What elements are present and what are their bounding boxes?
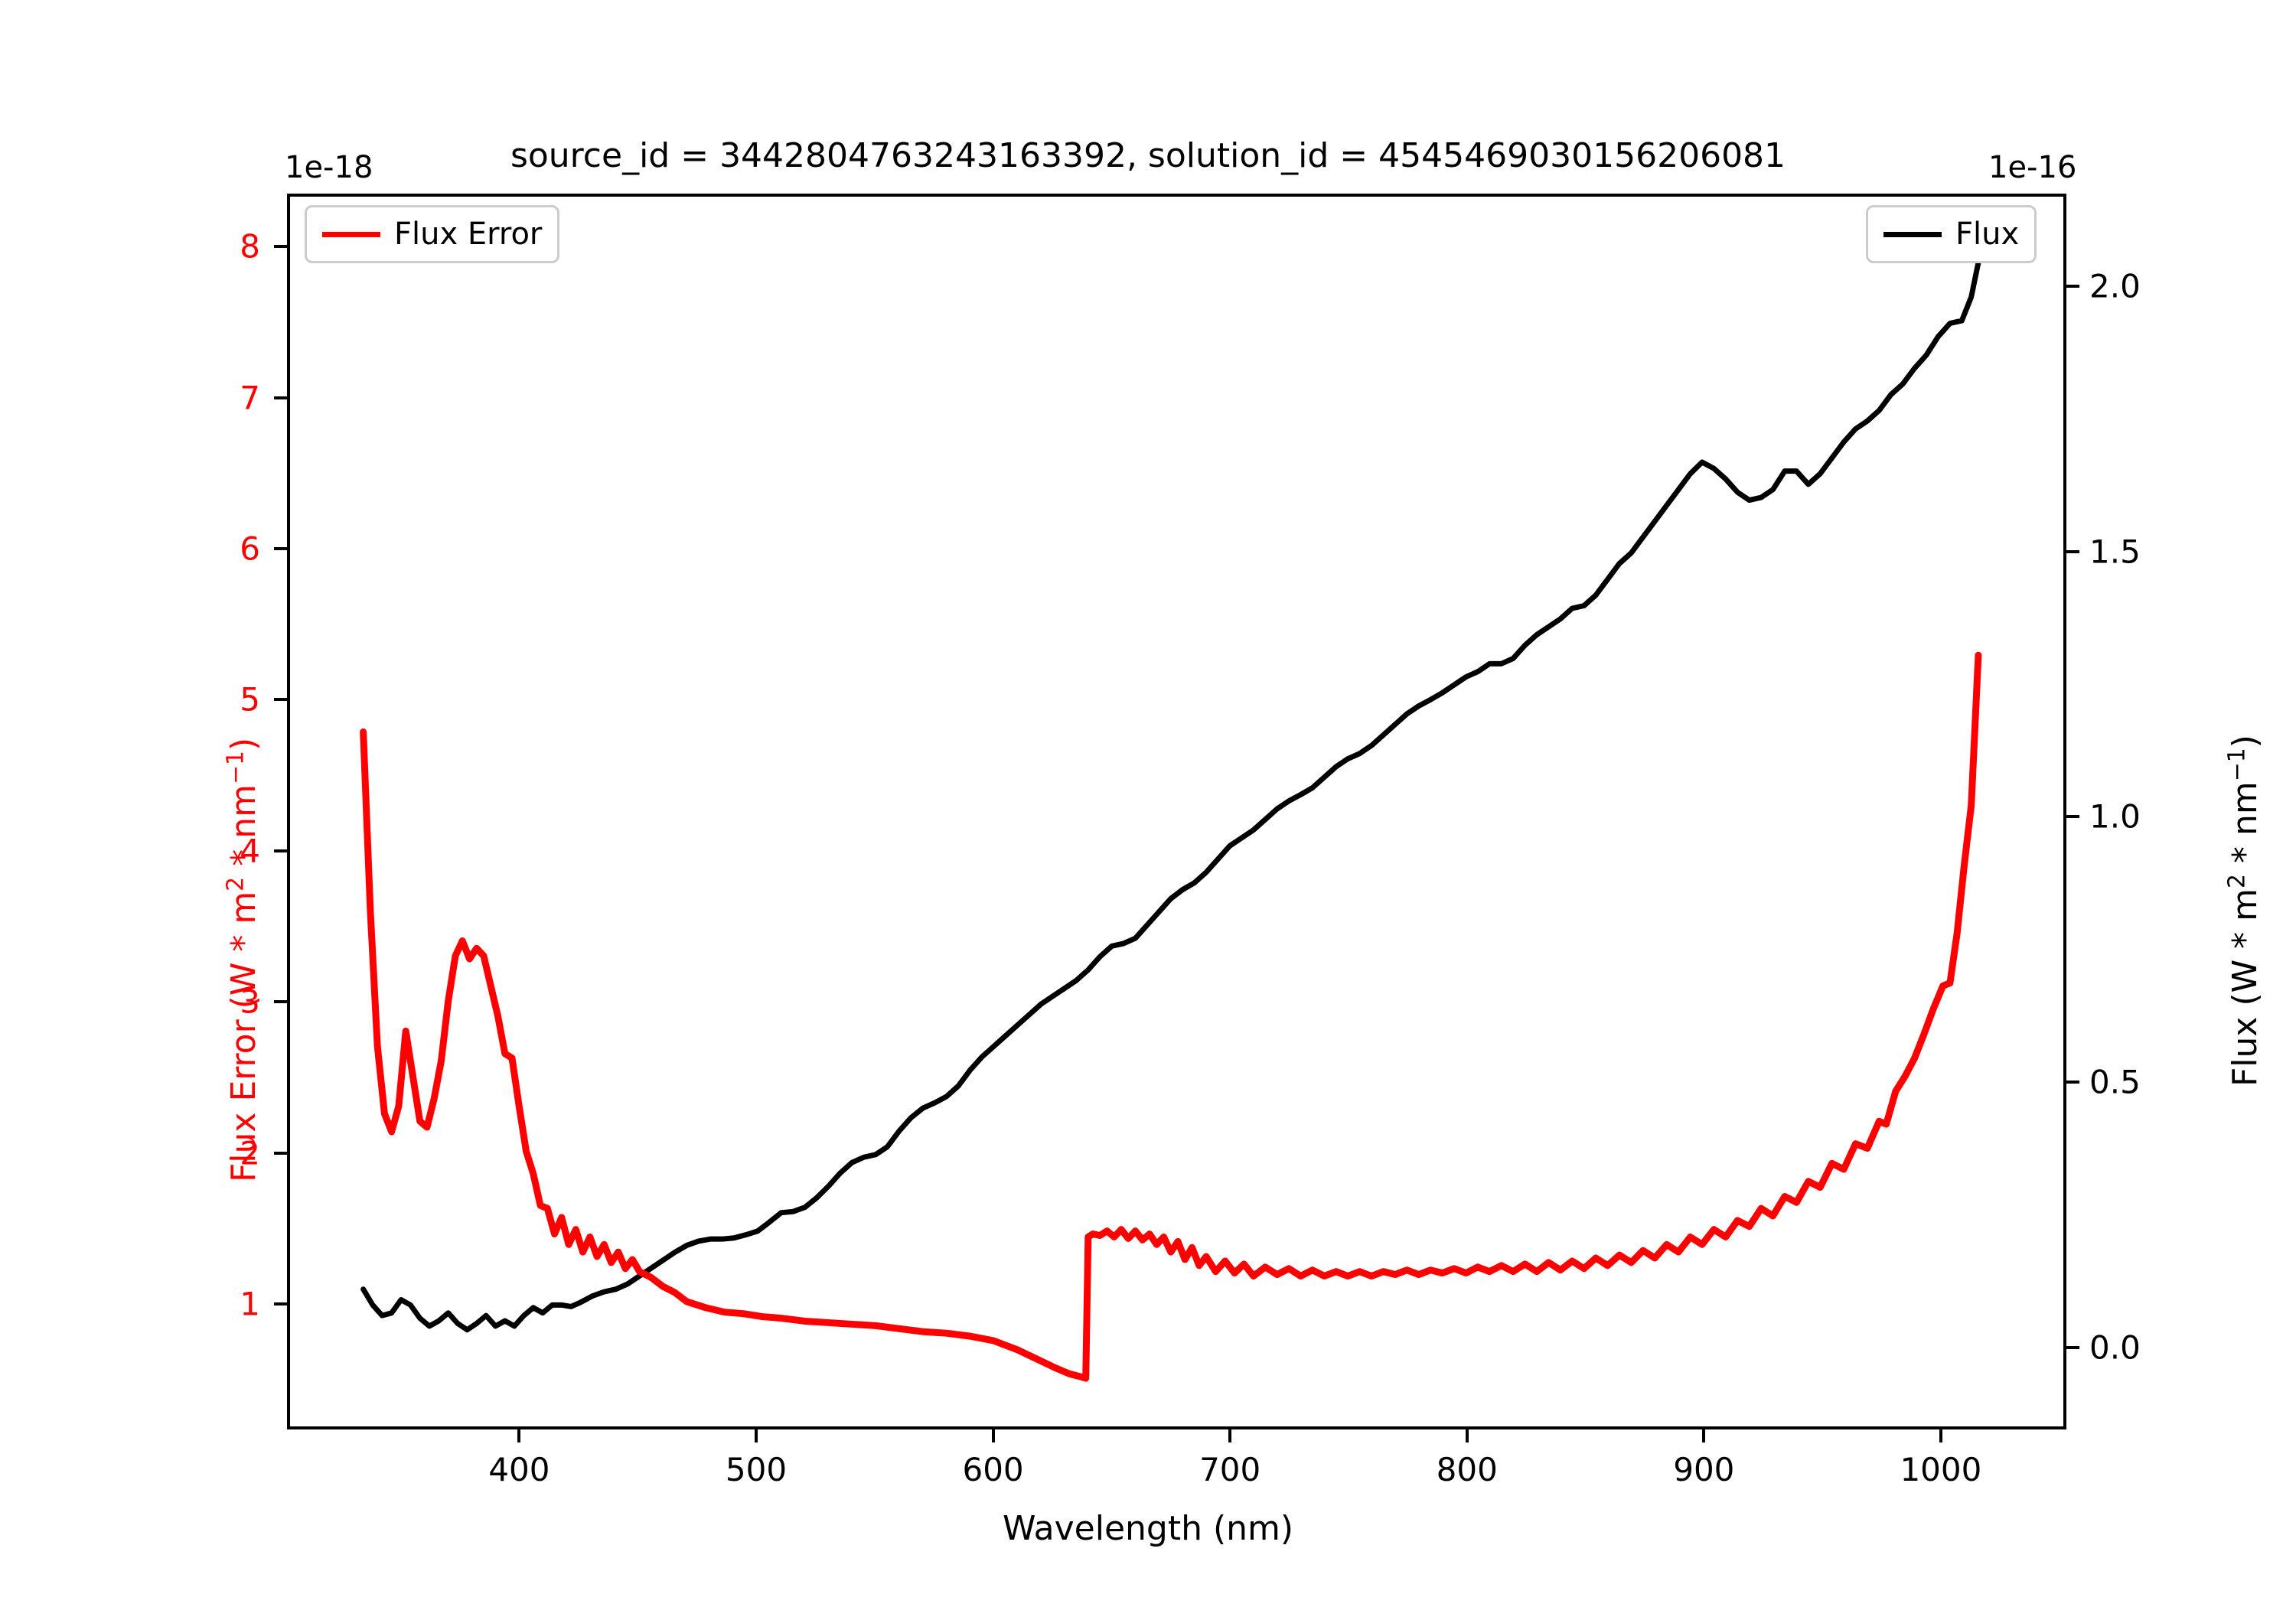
y-left-label-text: Flux Error (W * m2 * nm−1) [222, 737, 263, 1182]
plot-area [287, 194, 2066, 1429]
y-right-tick-label: 2.0 [2089, 267, 2141, 305]
y-left-tick-mark [274, 698, 287, 702]
y-left-tick-label: 7 [240, 379, 260, 417]
y-right-tick-label: 0.0 [2089, 1328, 2141, 1367]
y-left-tick-label: 8 [240, 227, 260, 266]
y-left-tick-label: 4 [240, 832, 260, 870]
x-tick-label: 600 [962, 1451, 1024, 1488]
y-right-tick-mark [2066, 285, 2079, 288]
y-left-tick-mark [274, 396, 287, 399]
y-left-tick-label: 1 [240, 1285, 260, 1323]
x-tick-label: 900 [1673, 1451, 1735, 1488]
y-left-tick-label: 6 [240, 530, 260, 568]
x-tick-mark [517, 1429, 521, 1442]
y-right-tick-mark [2066, 1345, 2079, 1349]
legend-label-flux-error: Flux Error [394, 217, 543, 252]
series-line-flux [360, 259, 1981, 1333]
y-left-tick-label: 5 [240, 680, 260, 719]
legend-flux[interactable]: Flux [1866, 205, 2037, 263]
y-right-tick-mark [2066, 549, 2079, 553]
y-axis-right-label: Flux (W * m2 * nm−1) [2223, 735, 2265, 1087]
y-right-tick-mark [2066, 1080, 2079, 1084]
x-tick-mark [1465, 1429, 1469, 1442]
x-tick-label: 800 [1436, 1451, 1498, 1488]
y-right-label-text: Flux (W * m2 * nm−1) [2223, 735, 2265, 1087]
y-right-tick-label: 1.0 [2089, 797, 2141, 836]
right-axis-offset-label: 1e-16 [1988, 150, 2077, 185]
x-tick-label: 700 [1199, 1451, 1261, 1488]
x-tick-label: 400 [488, 1451, 550, 1488]
y-left-tick-mark [274, 1000, 287, 1004]
y-left-tick-label: 2 [240, 1134, 260, 1172]
x-axis-label: Wavelength (nm) [1002, 1509, 1294, 1548]
y-left-tick-label: 3 [240, 983, 260, 1021]
legend-swatch-flux-error-icon [322, 231, 380, 237]
y-left-tick-mark [274, 546, 287, 550]
x-tick-mark [991, 1429, 995, 1442]
chart-title: source_id = 3442804763243163392, solutio… [510, 136, 1786, 175]
legend-label-flux: Flux [1955, 217, 2020, 252]
series-line-flux-error [360, 651, 1982, 1382]
x-tick-mark [1939, 1429, 1942, 1442]
y-right-tick-label: 0.5 [2089, 1063, 2141, 1101]
x-tick-label: 500 [725, 1451, 788, 1488]
y-left-tick-mark [274, 1151, 287, 1155]
x-tick-mark [1228, 1429, 1232, 1442]
y-axis-left-label: Flux Error (W * m2 * nm−1) [222, 738, 263, 1182]
y-left-tick-mark [274, 1302, 287, 1306]
y-left-tick-mark [274, 245, 287, 249]
x-tick-label: 1000 [1900, 1451, 1982, 1488]
y-right-tick-label: 1.5 [2089, 533, 2141, 571]
x-tick-mark [1702, 1429, 1706, 1442]
y-left-tick-mark [274, 849, 287, 852]
plot-svg [360, 259, 1982, 1382]
left-axis-offset-label: 1e-18 [285, 150, 373, 185]
legend-flux-error[interactable]: Flux Error [305, 205, 560, 263]
x-tick-mark [754, 1429, 758, 1442]
y-right-tick-mark [2066, 815, 2079, 819]
legend-swatch-flux-icon [1883, 231, 1942, 237]
